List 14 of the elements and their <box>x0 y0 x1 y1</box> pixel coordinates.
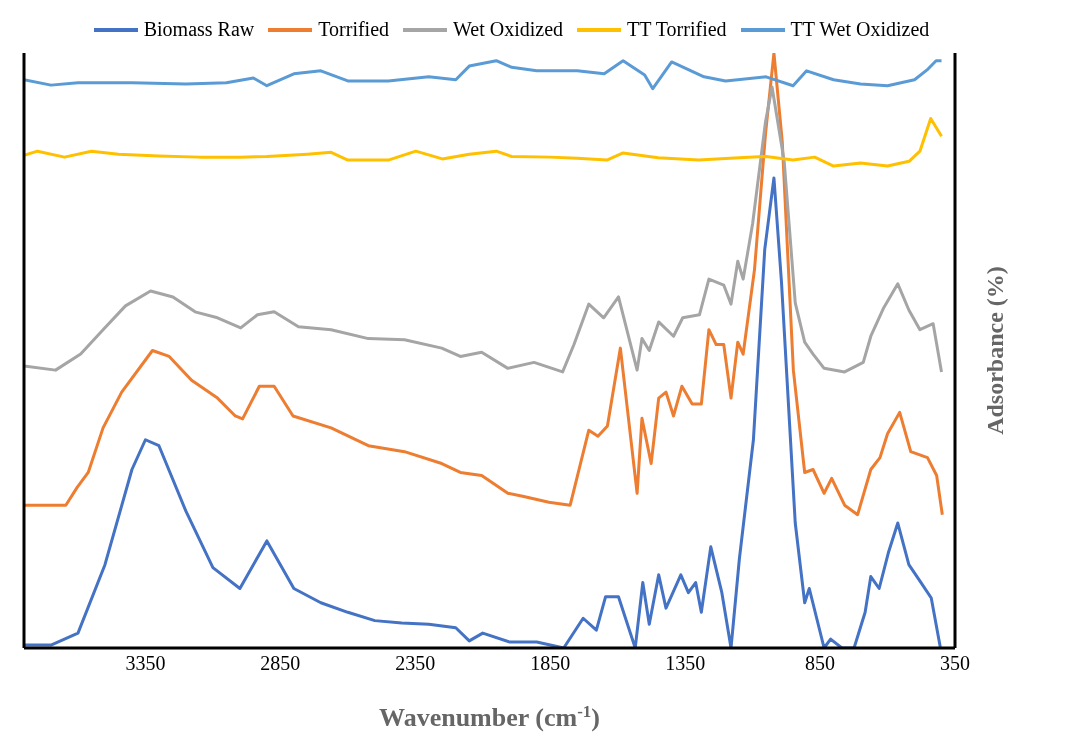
legend-label: TT Torrified <box>627 18 727 41</box>
legend-label: Torrified <box>318 18 390 41</box>
x-tick-label: 3350 <box>125 652 166 675</box>
x-axis-title: Wavenumber (cm$^{-1}$) <box>379 701 600 732</box>
legend-label: Biomass Raw <box>143 18 255 41</box>
y-axis-title: Adsorbance (%) <box>982 266 1008 435</box>
x-tick-label: 2850 <box>260 652 301 675</box>
x-tick-label: 1350 <box>665 652 706 675</box>
x-tick-label: 2350 <box>395 652 436 675</box>
legend-label: Wet Oxidized <box>453 18 564 41</box>
x-tick-label: 350 <box>940 652 970 675</box>
legend-label: TT Wet Oxidized <box>790 18 930 41</box>
x-tick-label: 1850 <box>530 652 571 675</box>
x-tick-label: 850 <box>805 652 836 675</box>
